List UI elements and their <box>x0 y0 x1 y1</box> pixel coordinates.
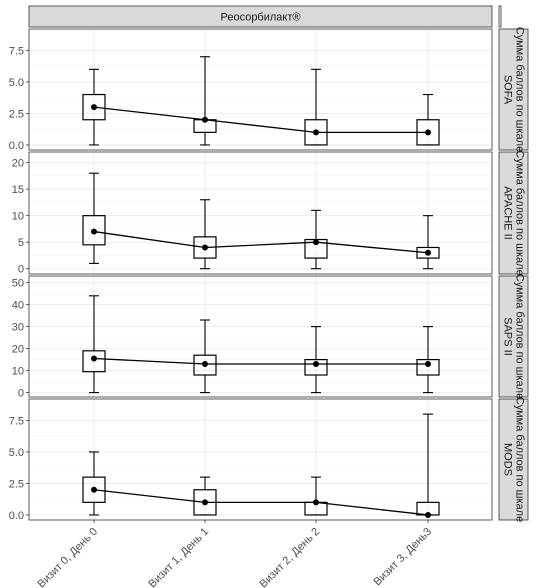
median-point <box>91 355 97 362</box>
iqr-box <box>82 476 106 503</box>
y-tick-label: 0.0 <box>9 510 24 522</box>
panel-border <box>28 398 493 521</box>
box-4 <box>416 326 440 394</box>
median-point <box>202 499 208 506</box>
facet-strip-right <box>498 151 529 275</box>
panel-label: Сумма баллов по шкалеMODS <box>502 397 526 522</box>
y-tick-label: 15 <box>12 184 24 196</box>
median-point <box>91 486 97 493</box>
y-tick-label: 20 <box>12 158 24 170</box>
facet-title: Реосорбилакт® <box>220 12 300 24</box>
median-point <box>313 129 319 136</box>
y-tick-label: 10 <box>12 211 24 223</box>
panel-label-line2: MODS <box>502 443 514 476</box>
iqr-box <box>416 359 440 376</box>
y-tick-label: 0 <box>18 264 24 276</box>
box-3 <box>304 68 328 146</box>
facet-strip-right <box>498 275 529 398</box>
median-point <box>313 499 319 506</box>
box-2 <box>193 319 217 394</box>
iqr-box <box>193 489 217 516</box>
y-tick-label: 2.5 <box>9 108 24 120</box>
box-4 <box>416 93 440 146</box>
median-point <box>425 249 431 256</box>
panel-label: Сумма баллов по шкалеSOFA <box>502 27 526 152</box>
y-tick-label: 0.0 <box>9 140 24 152</box>
y-tick-label: 7.5 <box>9 45 24 57</box>
box-1 <box>82 451 106 516</box>
iqr-box <box>193 236 217 259</box>
box-4 <box>416 413 440 518</box>
box-2 <box>193 199 217 270</box>
iqr-box <box>82 93 106 121</box>
box-4 <box>416 215 440 270</box>
panel-1: 0.0 2.5 5.0 7.5 Сумма баллов по шкалеSOFA <box>9 27 529 152</box>
y-tick-label: 5.0 <box>9 77 24 89</box>
panel-2: 0 5 10 15 20 Сумма баллов по шкалеAPACHE II <box>12 150 529 276</box>
panel-label-line2: SAPS II <box>502 317 514 356</box>
median-point <box>313 361 319 367</box>
box-3 <box>304 476 328 516</box>
panel-border <box>28 28 493 151</box>
median-point <box>425 361 431 367</box>
panel-label: Сумма баллов по шкалеSAPS II <box>502 274 526 399</box>
median-point <box>91 104 97 111</box>
facet-strip-corner <box>498 5 502 28</box>
median-line <box>93 230 429 254</box>
box-3 <box>304 209 328 270</box>
y-tick-label: 20 <box>12 344 24 356</box>
iqr-box <box>82 350 106 373</box>
box-2 <box>193 56 217 146</box>
iqr-box <box>304 359 328 376</box>
box-3 <box>304 326 328 394</box>
panel-label-line1: Сумма баллов по шкале <box>514 274 526 399</box>
box-1 <box>82 172 106 264</box>
facet-strip-right <box>498 398 529 521</box>
box-1 <box>82 68 106 146</box>
median-line <box>93 357 428 365</box>
panel-label-line2: SOFA <box>502 75 514 105</box>
y-tick-label: 7.5 <box>9 415 24 427</box>
panel-label: Сумма баллов по шкалеAPACHE II <box>502 150 526 275</box>
box-1 <box>82 295 106 394</box>
y-tick-label: 5 <box>18 237 24 249</box>
panel-background <box>29 276 492 397</box>
panel-label-line1: Сумма баллов по шкале <box>514 397 526 522</box>
median-point <box>202 361 208 367</box>
facet-strip-right <box>498 28 529 151</box>
panel-3: 0 10 20 30 40 50 Сумма баллов по шкалеSAPS II <box>12 274 529 400</box>
panel-label-line1: Сумма баллов по шкале <box>514 27 526 152</box>
box-2 <box>193 476 217 516</box>
y-tick-label: 10 <box>12 366 24 378</box>
panel-border <box>28 275 493 398</box>
median-point <box>313 239 319 246</box>
y-tick-label: 40 <box>12 300 24 312</box>
y-tick-label: 5.0 <box>9 447 24 459</box>
median-point <box>425 129 431 136</box>
iqr-box <box>304 119 328 146</box>
median-point <box>202 116 208 123</box>
median-point <box>91 228 97 235</box>
panel-border <box>28 151 493 275</box>
panel-background <box>29 399 492 520</box>
iqr-box <box>416 119 440 146</box>
panel-4: 0.0 2.5 5.0 7.5 Сумма баллов по шкалеMODS <box>9 397 529 522</box>
y-tick-label: 0 <box>18 388 24 400</box>
iqr-box <box>193 354 217 376</box>
iqr-box <box>82 215 106 246</box>
iqr-box <box>416 246 440 259</box>
median-point <box>202 244 208 251</box>
panel-background <box>29 152 492 274</box>
y-tick-label: 2.5 <box>9 478 24 490</box>
y-tick-label: 50 <box>12 278 24 290</box>
facet-strip-top <box>28 5 493 28</box>
median-line <box>93 489 429 516</box>
panel-background <box>29 29 492 150</box>
panel-label-line2: APACHE II <box>502 186 514 240</box>
median-point <box>425 511 431 518</box>
panel-label-line1: Сумма баллов по шкале <box>514 150 526 275</box>
y-tick-label: 30 <box>12 322 24 334</box>
median-line <box>93 106 428 134</box>
